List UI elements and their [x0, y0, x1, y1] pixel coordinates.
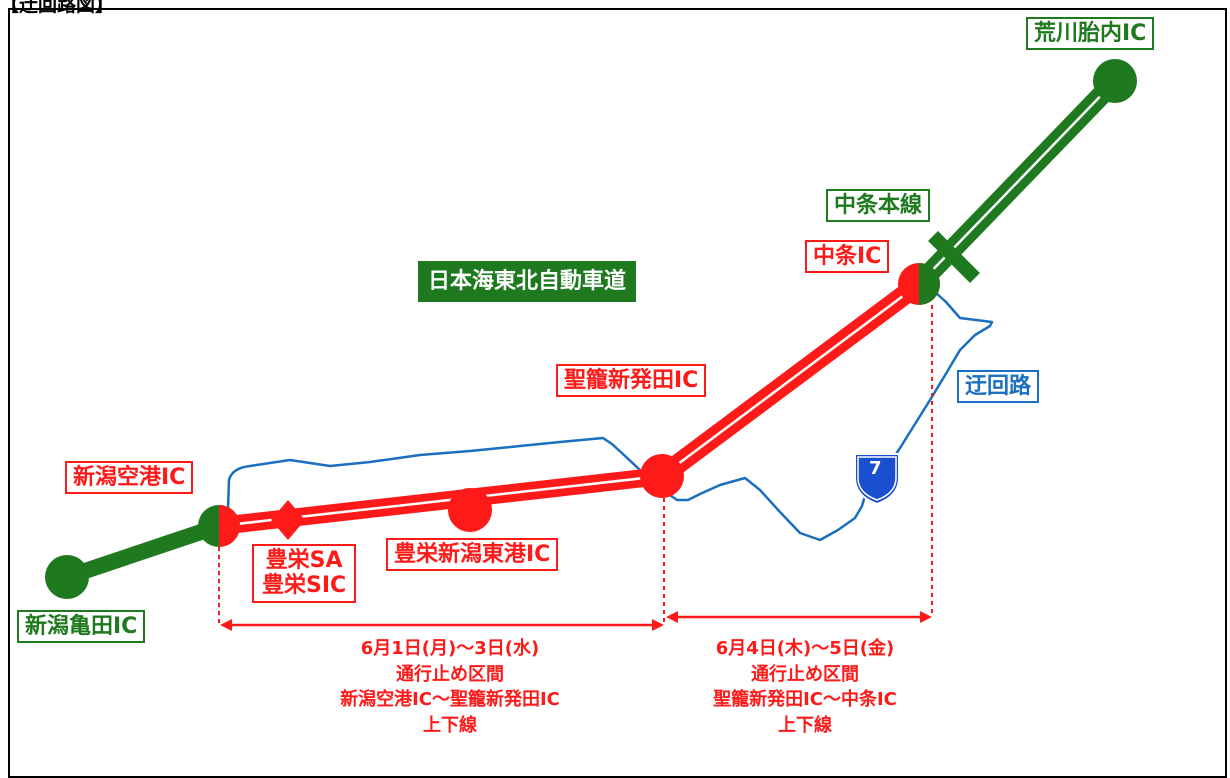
seiro-node	[640, 454, 684, 498]
label-niigata-kuko-ic: 新潟空港IC	[65, 461, 194, 495]
label-detour: 迂回路	[957, 370, 1040, 404]
closure-1-dates: 6月1日(月)～3日(水)	[360, 638, 540, 659]
closure-2-dates: 6月4日(木)～5日(金)	[715, 638, 895, 659]
route-7-number: 7	[869, 458, 882, 479]
label-hoei-niigata-higashiko-ic: 豊栄新潟東港IC	[386, 538, 559, 572]
label-niigata-kameda-ic: 新潟亀田IC	[17, 610, 146, 644]
label-hoei-sa: 豊栄SA	[265, 548, 343, 573]
closure-1-arrow	[220, 619, 664, 631]
closure-2-title: 通行止め区間	[751, 663, 859, 685]
label-seiro-shibata-ic: 聖籠新発田IC	[556, 364, 707, 398]
closure-2-section: 聖籠新発田IC～中条IC	[713, 689, 897, 711]
open-section-kameda	[64, 518, 222, 585]
route-7-shield	[854, 453, 900, 506]
label-chujo-mainline: 中条本線	[826, 189, 931, 223]
closure-2-direction: 上下線	[778, 714, 832, 736]
closure-2-note: 6月4日(木)～5日(金) 通行止め区間 聖籠新発田IC～中条IC 上下線	[660, 636, 950, 738]
closure-1-note: 6月1日(月)～3日(水) 通行止め区間 新潟空港IC～聖籠新発田IC 上下線	[250, 636, 650, 738]
hoei-sa-marker	[271, 500, 305, 540]
niigata-kuko-node	[198, 505, 240, 547]
label-hoei-sa-sic: 豊栄SA 豊栄SIC	[252, 544, 357, 603]
label-hoei-sic: 豊栄SIC	[262, 573, 347, 599]
closure-1-section: 新潟空港IC～聖籠新発田IC	[340, 689, 560, 711]
label-expressway: 日本海東北自動車道	[418, 261, 637, 303]
chujo-node	[898, 263, 940, 305]
label-arakawa-ic: 荒川胎内IC	[1026, 17, 1155, 51]
kameda-node	[45, 555, 89, 599]
closure-1-title: 通行止め区間	[396, 663, 504, 685]
closure-2-arrow	[666, 611, 932, 623]
arakawa-node	[1093, 59, 1137, 103]
closure-1-direction: 上下線	[423, 714, 477, 736]
label-chujo-ic: 中条IC	[805, 240, 890, 274]
chujo-mainline-barrier	[928, 231, 980, 283]
detour-route	[226, 284, 994, 542]
hoei-higashiko-node	[448, 488, 492, 532]
